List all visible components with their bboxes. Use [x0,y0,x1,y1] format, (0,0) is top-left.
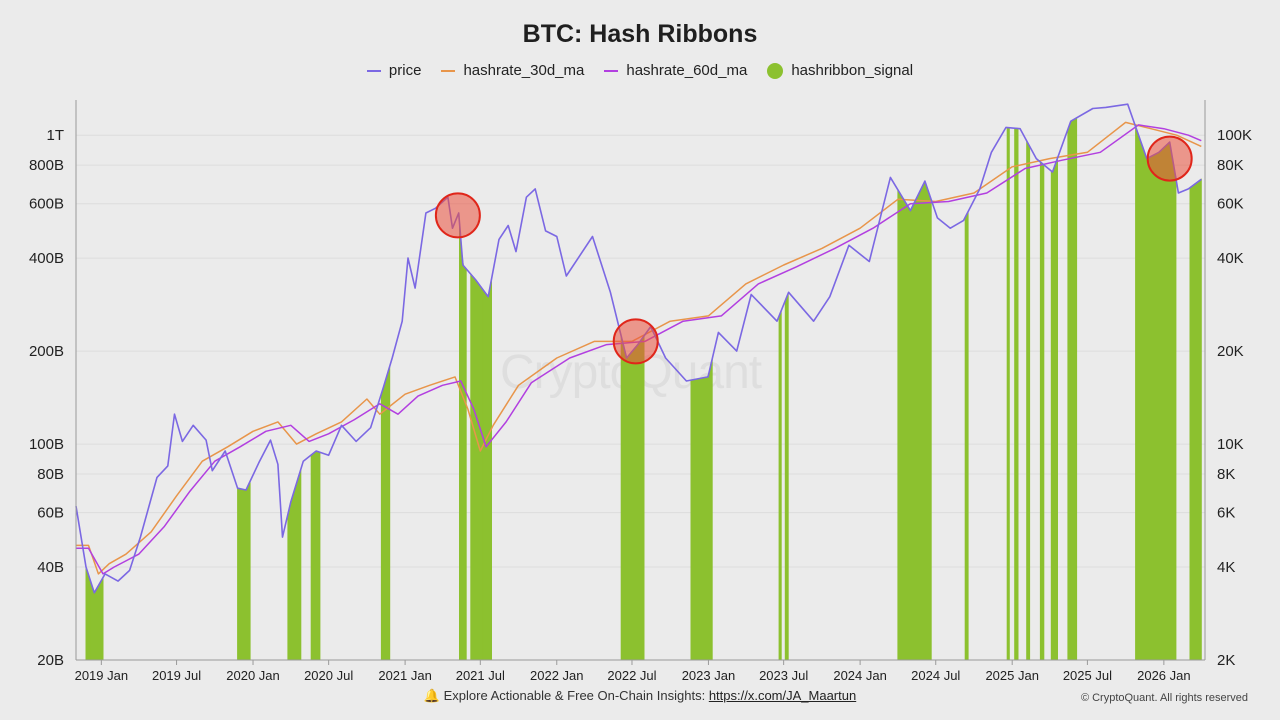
y-right-tick-label: 4K [1217,559,1235,576]
x-tick-label: 2019 Jan [75,668,129,683]
x-tick-label: 2021 Jan [378,668,432,683]
annotation-circle [434,192,481,239]
y-right-tick-label: 40K [1217,250,1244,267]
x-tick-label: 2024 Jul [911,668,960,683]
hashribbon-signal-bar [784,293,789,661]
y-left-tick-label: 60B [37,505,64,522]
hashribbon-signal-bar [1026,138,1031,661]
legend-label-hashrate-60d-ma: hashrate_60d_ma [626,62,748,79]
hashribbon-signal-bar [470,272,484,661]
y-right-tick-label: 2K [1217,652,1235,669]
hashribbon-signal-bar [1014,127,1019,661]
copyright: © CryptoQuant. All rights reserved [1080,692,1248,704]
hashribbon-signal-bar [237,480,251,661]
y-left-tick-label: 200B [29,343,64,360]
footer-link[interactable]: https://x.com/JA_Maartun [708,688,857,703]
legend: price hashrate_30d_ma hashrate_60d_ma ha… [0,62,1280,79]
y-right-tick-label: 6K [1217,505,1235,522]
x-tick-label: 2025 Jan [985,668,1039,683]
x-tick-label: 2023 Jan [682,668,736,683]
y-left-tick-label: 20B [37,652,64,669]
hashribbon-signal-bar [287,469,302,661]
hashribbon-signal-bar [964,211,969,661]
hashribbon-signal-bar [85,566,91,661]
y-right-tick-label: 8K [1217,466,1235,483]
x-tick-label: 2022 Jan [530,668,584,683]
hashribbon-signal-bar [1050,158,1058,661]
x-tick-label: 2020 Jul [304,668,353,683]
legend-swatch-hashrate-30d-ma [441,69,456,72]
legend-item-hashrate-60d-ma[interactable]: hashrate_60d_ma [604,62,747,79]
annotation-circle [1146,135,1193,182]
footer: 🔔 Explore Actionable & Free On-Chain Ins… [0,688,1280,704]
hashribbon-signal-bar [1039,160,1045,661]
legend-swatch-hashribbon-signal [767,62,784,79]
legend-item-hashribbon-signal[interactable]: hashribbon_signal [767,62,913,79]
hashribbon-signal-bar [690,358,713,661]
legend-swatch-price [366,69,381,72]
y-right-tick-label: 60K [1217,196,1244,213]
x-tick-label: 2019 Jul [152,668,201,683]
y-right-tick-label: 10K [1217,436,1244,453]
x-tick-label: 2025 Jul [1063,668,1112,683]
x-tick-label: 2026 Jan [1137,668,1191,683]
x-tick-label: 2020 Jan [226,668,280,683]
y-right-tick-label: 100K [1217,127,1252,144]
hashribbon-signal-bar [1135,126,1177,661]
hashribbon-signal-bar [310,450,321,661]
legend-item-price[interactable]: price [366,62,422,79]
series-line-price [75,103,1202,594]
hashribbon-signal-bar [482,279,492,661]
bell-icon: 🔔 [423,688,440,703]
footer-text: Explore Actionable & Free On-Chain Insig… [443,688,706,703]
hashribbon-signal-bar [778,310,782,661]
legend-label-price: price [388,62,422,79]
y-right-tick-label: 20K [1217,343,1244,360]
legend-item-hashrate-30d-ma[interactable]: hashrate_30d_ma [441,62,584,79]
annotation-circle [612,318,659,365]
hashribbon-signal-bar [620,334,645,661]
y-right-tick-label: 80K [1217,157,1244,174]
y-left-tick-label: 40B [37,559,64,576]
hashribbon-signal-bar [1067,116,1078,661]
x-tick-label: 2021 Jul [456,668,505,683]
y-left-tick-label: 400B [29,250,64,267]
y-left-tick-label: 80B [37,466,64,483]
y-left-tick-label: 1T [46,127,64,144]
hashribbon-signal-bar [1189,178,1202,661]
hashribbon-signal-bar [459,223,467,661]
legend-label-hashribbon-signal: hashribbon_signal [791,62,914,79]
legend-label-hashrate-30d-ma: hashrate_30d_ma [463,62,585,79]
hashribbon-signal-bar [1006,126,1010,661]
chart-title: BTC: Hash Ribbons [522,20,758,48]
x-tick-label: 2022 Jul [607,668,656,683]
legend-swatch-hashrate-60d-ma [604,69,619,72]
y-left-tick-label: 600B [29,196,64,213]
hashribbon-signal-bar [897,180,932,661]
y-left-tick-label: 100B [29,436,64,453]
x-tick-label: 2024 Jan [833,668,887,683]
series-line-hashrate-60d-ma [76,124,1202,575]
x-tick-label: 2023 Jul [759,668,808,683]
y-left-tick-label: 800B [29,157,64,174]
